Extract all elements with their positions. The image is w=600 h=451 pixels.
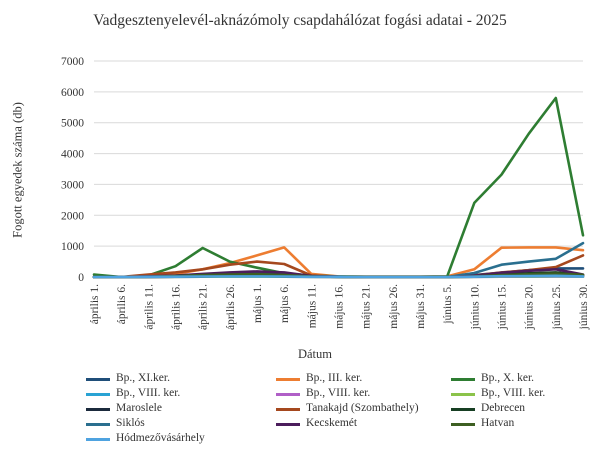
legend-label: Bp., III. ker. (306, 372, 362, 384)
x-tick-label: június 25. (551, 284, 563, 330)
legend-swatch (86, 393, 110, 396)
x-tick-label: május 21. (361, 284, 373, 329)
x-tick-label: június 20. (524, 284, 536, 330)
legend-swatch (276, 393, 300, 396)
legend-swatch (86, 423, 110, 426)
x-tick-label: június 30. (578, 284, 590, 330)
legend-label: Hódmezővásárhely (116, 432, 205, 444)
legend-label: Bp., VIII. ker. (306, 387, 370, 399)
legend-label: Hatvan (481, 417, 514, 429)
series-line (94, 276, 583, 277)
y-tick-label: 3000 (61, 179, 84, 191)
y-tick-label: 7000 (61, 56, 84, 68)
x-tick-label: május 6. (279, 284, 291, 323)
x-tick-label: április 26. (225, 284, 237, 330)
chart-container: Vadgesztenyelevél-aknázómoly csapdahálóz… (0, 0, 600, 451)
legend-swatch (276, 378, 300, 381)
legend-label: Siklós (116, 417, 145, 429)
y-tick-label: 6000 (61, 87, 84, 99)
legend-swatch (86, 408, 110, 411)
y-tick-label: 1000 (61, 241, 84, 253)
legend-label: Debrecen (481, 402, 525, 414)
y-tick-label: 0 (78, 272, 84, 284)
legend-label: Maroslele (116, 402, 162, 414)
legend-swatch (276, 423, 300, 426)
legend-swatch (86, 438, 110, 441)
x-tick-label: május 31. (415, 284, 427, 329)
legend-swatch (451, 393, 475, 396)
x-tick-label: május 1. (252, 284, 264, 323)
x-tick-label: május 16. (334, 284, 346, 329)
legend-label: Kecskemét (306, 417, 357, 429)
legend-swatch (276, 408, 300, 411)
legend-label: Bp., VIII. ker. (116, 387, 180, 399)
y-axis-title: Fogott egyedek száma (db) (11, 102, 26, 238)
legend-label: Bp., VIII. ker. (481, 387, 545, 399)
x-tick-label: április 1. (89, 284, 101, 324)
x-tick-label: június 10. (469, 284, 481, 330)
x-tick-label: június 15. (497, 284, 509, 330)
x-tick-label: április 16. (171, 284, 183, 330)
y-axis-title-anchor: Fogott egyedek száma (db) (18, 170, 19, 171)
y-tick-label: 5000 (61, 118, 84, 130)
legend-swatch (451, 408, 475, 411)
y-tick-label: 2000 (61, 210, 84, 222)
y-tick-label: 4000 (61, 149, 84, 161)
series-line (94, 98, 583, 277)
x-tick-label: május 11. (306, 284, 318, 328)
x-tick-label: április 21. (198, 284, 210, 330)
x-tick-label: június 5. (442, 284, 454, 325)
legend-label: Tanakajd (Szombathely) (306, 402, 419, 414)
x-tick-label: április 6. (116, 284, 128, 324)
x-tick-label: május 26. (388, 284, 400, 329)
legend-swatch (451, 378, 475, 381)
x-axis-title: Dátum (0, 347, 600, 362)
legend-swatch (451, 423, 475, 426)
legend-label: Bp., X. ker. (481, 372, 534, 384)
x-tick-label: április 11. (143, 284, 155, 330)
legend-swatch (86, 378, 110, 381)
legend-label: Bp., XI.ker. (116, 372, 170, 384)
